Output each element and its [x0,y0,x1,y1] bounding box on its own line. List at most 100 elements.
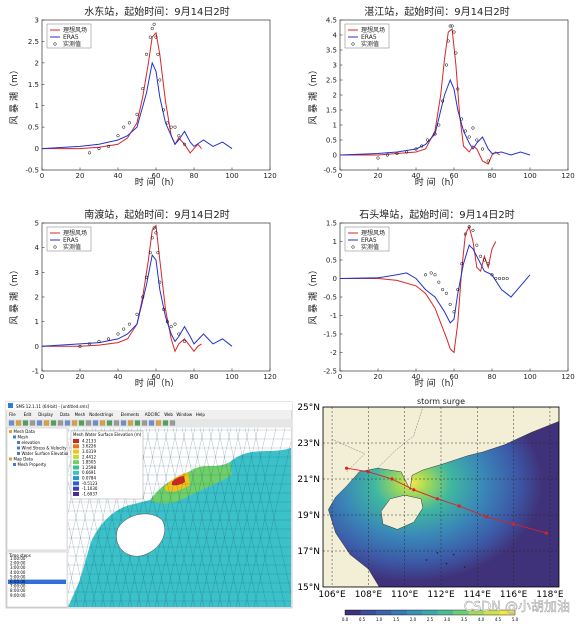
tree-item-label[interactable]: Wind Stress & Velocity (TS) [22,446,77,451]
time-step-item[interactable]: 2:00:00 [10,561,26,566]
tree-item-label[interactable]: Mesh [18,435,29,440]
observed-point [385,153,390,157]
observed-point [460,117,464,121]
time-step-item[interactable]: 9:00:00 [10,593,26,598]
tree-item-label[interactable]: Mesh Property [18,462,47,467]
observed-point [471,228,475,232]
menu-item[interactable]: File [9,412,16,417]
menu-item[interactable]: Window [176,412,193,417]
tree-item-label[interactable]: Map Data [14,457,34,462]
time-step-item[interactable]: 5:00:00 [10,574,26,579]
colorbar-tick-label: 5.0 [512,617,519,622]
observed-point [480,147,485,151]
legend-value: -1.6937 [82,491,98,496]
legend-swatch [53,245,57,249]
y-tick-label: 2 [35,59,39,67]
observed-point [177,332,181,336]
observed-point [479,254,483,258]
era5-series-line [41,253,233,347]
observed-point [173,322,177,326]
x-tick-label: 20 [374,373,383,381]
observed-point [414,147,418,151]
legend-label: 理想风场 [361,229,385,237]
y-tick-label: -1 [330,312,337,320]
time-step-item[interactable]: 1:00:00 [10,556,26,561]
mesh-line [68,521,88,607]
selected-time-row [8,579,66,584]
observed-point [444,291,448,295]
y-tick-label: -0.5 [323,167,337,175]
observed-point [141,295,145,299]
tree-item-label[interactable]: elevation [22,440,41,445]
time-step-item[interactable]: 4:00:00 [10,570,26,575]
time-step-item[interactable]: 6:00:00 [10,579,26,584]
tree-item-label[interactable]: Water Surface Elevation [22,451,71,456]
y-tick-label: 2.5 [28,38,39,46]
legend-label: 实测值 [361,243,379,251]
model-series-line [340,225,497,354]
observed-point [154,231,158,235]
x-tick-label: 100 [523,373,536,381]
x-tick-label: 80 [190,373,199,381]
x-tick-label: 20 [76,373,85,381]
legend-label: 实测值 [63,40,81,48]
y-tick-label: 0.5 [326,257,337,265]
x-tick-label: 120 [263,172,276,180]
menu-item[interactable]: Mesh [75,412,86,417]
observed-point [152,22,156,26]
menu-item[interactable]: Data [60,412,70,417]
time-step-item[interactable]: 3:00:00 [10,565,26,570]
x-tick-label: 40 [412,373,421,381]
toolbar-icon [85,420,92,426]
tree-item-label[interactable]: Mesh Data [14,429,36,434]
menu-item[interactable]: ADCIRC [145,412,160,417]
island-dot [463,566,466,568]
legend-swatch [53,42,57,46]
observed-point [454,51,458,55]
x-tick-label: 80 [488,373,497,381]
observed-point [177,134,181,138]
observed-point [450,24,454,28]
legend-swatch [73,486,79,491]
y-tick-label: 0 [333,152,337,160]
y-tick-label: -2 [330,349,337,357]
colorbar-cell [375,610,392,615]
peak-surge-band [172,476,185,486]
observed-point [456,288,460,292]
y-tick-label: -0.5 [323,294,337,302]
toolbar-icon [162,420,169,426]
legend-label: 理想风场 [63,26,87,34]
menu-item[interactable]: Display [38,412,53,417]
observed-point [467,135,471,139]
era5-series-line [339,244,531,324]
observed-point [135,312,139,316]
mesh-line [154,428,196,607]
menu-item[interactable]: Elements [121,412,140,417]
colorbar-cell [499,610,516,615]
toolbar-icon [71,420,78,426]
mid-surge-band [150,462,232,504]
observed-point [452,30,456,34]
mesh-line [68,481,97,607]
menu-item[interactable]: Web [164,412,173,417]
menu-item[interactable]: Help [196,412,206,417]
time-step-item[interactable]: 7:00:00 [10,584,26,589]
colorbar-tick-label: 4.0 [478,617,485,622]
x-tick-label: 100 [523,172,536,180]
x-axis-label: 时 间（h） [135,176,180,188]
toolbar-icon [64,420,71,426]
toolbar-icon [99,420,106,426]
x-tick-label: 20 [76,172,85,180]
toolbar-icon [113,420,120,426]
menu-item[interactable]: Nodestrings [89,412,113,417]
colorbar-tick-label: 1.0 [376,617,383,622]
y-tick-label: 5 [35,220,39,228]
observed-point [135,112,139,116]
observed-point [448,24,452,28]
tree-node-icon [17,441,20,444]
menu-item[interactable]: Edit [24,412,32,417]
time-step-item[interactable]: 8:00:00 [10,588,26,593]
observed-point [475,138,479,142]
observed-point [456,87,460,91]
observed-point [106,144,111,148]
